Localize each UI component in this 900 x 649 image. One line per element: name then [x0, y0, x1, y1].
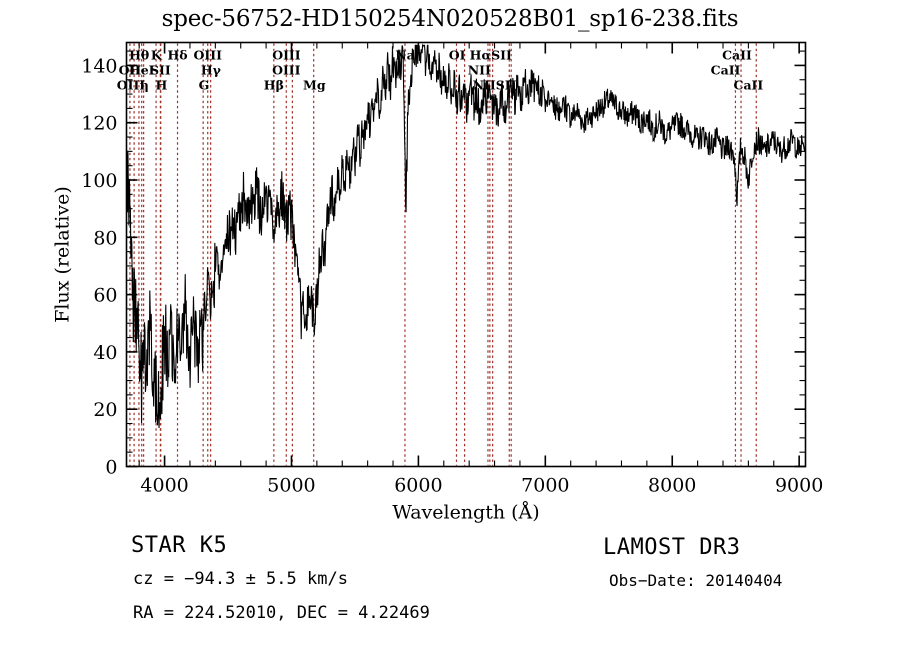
y-tick-label: 80: [93, 227, 117, 249]
x-tick-label: 9000: [775, 475, 823, 497]
x-tick-label: 7000: [521, 475, 569, 497]
y-tick-label: 120: [81, 113, 117, 135]
spectral-line-label: OIII: [194, 48, 223, 63]
spectral-line-label: CaII: [734, 78, 764, 93]
spectral-line-label: η: [140, 78, 149, 93]
spectral-line-label: HαSII: [470, 48, 512, 63]
spectral-line-label: OI: [449, 48, 466, 63]
spectral-line-label: Hδ: [167, 48, 187, 63]
plot-frame: [125, 41, 807, 468]
spectral-line-label: Hβ: [264, 78, 284, 93]
x-axis-title: Wavelength (Å): [392, 502, 539, 524]
object-class-text: STAR K5: [131, 533, 228, 558]
spectral-line-label: OIII: [117, 78, 146, 93]
spectral-line-label: SII: [150, 63, 171, 78]
spectral-line-label: Na: [395, 48, 415, 63]
y-tick-label: 100: [81, 170, 117, 192]
spectral-line-label: NIISII: [473, 78, 517, 93]
spectral-line-label: HeI: [129, 63, 155, 78]
obs-date-text: Obs−Date: 20140404: [609, 571, 783, 590]
redshift-velocity-text: cz = −94.3 ± 5.5 km/s: [133, 569, 348, 589]
y-tick-label: 60: [93, 285, 117, 307]
y-tick-label: 0: [105, 457, 117, 479]
spectral-line-label: H: [155, 78, 167, 93]
spectral-line-label: CaII: [722, 48, 752, 63]
x-tick-label: 8000: [648, 475, 696, 497]
spectral-line-label: G: [199, 78, 210, 93]
y-tick-label: 40: [93, 342, 117, 364]
spectral-line-label: OII: [119, 63, 142, 78]
spectral-line-label: OIII: [272, 63, 301, 78]
y-tick-label: 20: [93, 399, 117, 421]
spectrum-trace: [125, 43, 807, 429]
y-axis-title: Flux (relative): [52, 186, 74, 323]
y-tick-label: 140: [81, 55, 117, 77]
coordinates-text: RA = 224.52010, DEC = 4.22469: [133, 603, 430, 623]
x-tick-label: 6000: [394, 475, 442, 497]
spectral-line-label: CaII: [711, 63, 741, 78]
spectral-line-label: Hθ: [129, 48, 149, 63]
spectral-line-label: Mg: [303, 78, 326, 93]
page-title: spec-56752-HD150254N020528B01_sp16-238.f…: [161, 6, 739, 32]
x-tick-label: 5000: [267, 475, 315, 497]
survey-name-text: LAMOST DR3: [603, 535, 741, 560]
x-tick-label: 4000: [140, 475, 188, 497]
spectral-line-label: OIII: [272, 48, 301, 63]
spectral-line-label: K: [151, 48, 163, 63]
spectral-line-label: NII: [468, 63, 491, 78]
spectral-line-label: Hγ: [201, 63, 222, 78]
